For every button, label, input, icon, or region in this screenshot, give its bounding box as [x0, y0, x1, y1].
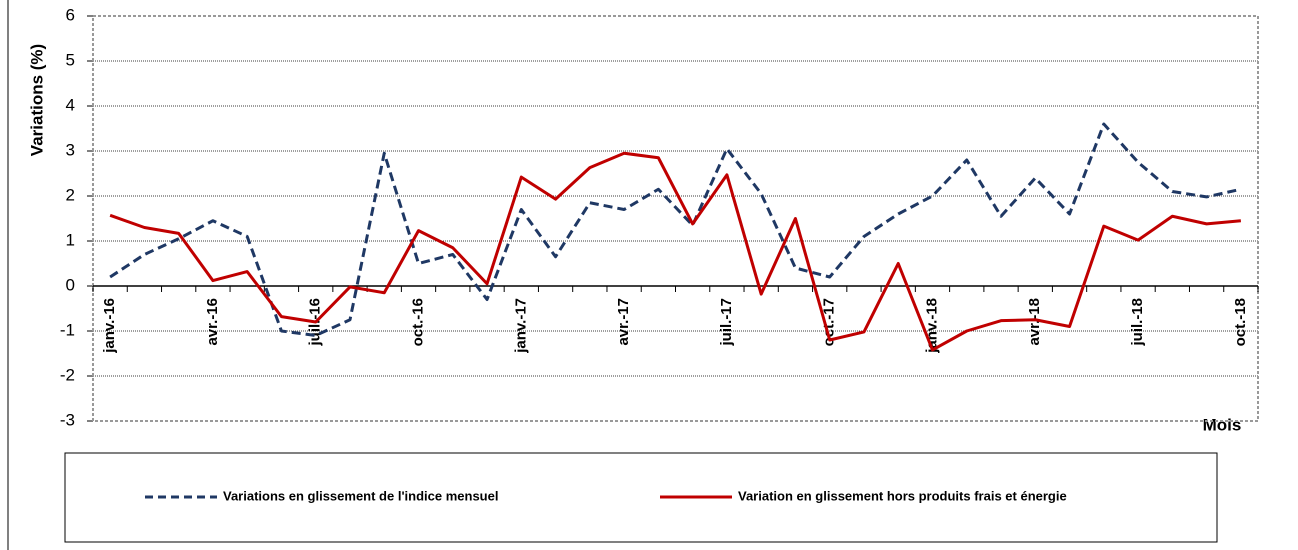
- y-tick-label: 4: [66, 95, 75, 114]
- y-tick-label: -3: [60, 410, 75, 429]
- x-tick-label: juil.-18: [1129, 298, 1146, 347]
- x-tick-label: oct.-17: [821, 298, 838, 346]
- x-tick-label: juil.-17: [718, 298, 735, 347]
- y-tick-label: 5: [66, 50, 75, 69]
- x-tick-label: janv.-17: [512, 298, 529, 354]
- y-tick-label: -2: [60, 365, 75, 384]
- y-tick-label: 1: [66, 230, 75, 249]
- x-tick-label: janv.-16: [101, 298, 118, 354]
- y-tick-label: 3: [66, 140, 75, 159]
- y-tick-label: -1: [60, 320, 75, 339]
- x-tick-label: oct.-16: [409, 298, 426, 346]
- x-tick-label: avr.-17: [615, 298, 632, 346]
- legend-label: Variation en glissement hors produits fr…: [738, 488, 1067, 503]
- y-tick-label: 2: [66, 185, 75, 204]
- x-tick-label: avr.-18: [1026, 298, 1043, 346]
- x-tick-label: oct.-18: [1232, 298, 1249, 346]
- y-axis-label: Variations (%): [27, 44, 46, 156]
- plot-border: [92, 15, 1259, 422]
- y-tick-label: 6: [66, 5, 75, 24]
- legend-box: [64, 452, 1218, 543]
- y-tick-label: 0: [66, 275, 75, 294]
- legend-label: Variations en glissement de l'indice men…: [223, 488, 498, 503]
- x-axis-label: Mois: [1203, 415, 1242, 434]
- x-tick-label: avr.-16: [204, 298, 221, 346]
- series-line: [109, 151, 1242, 352]
- series-line: [109, 122, 1242, 337]
